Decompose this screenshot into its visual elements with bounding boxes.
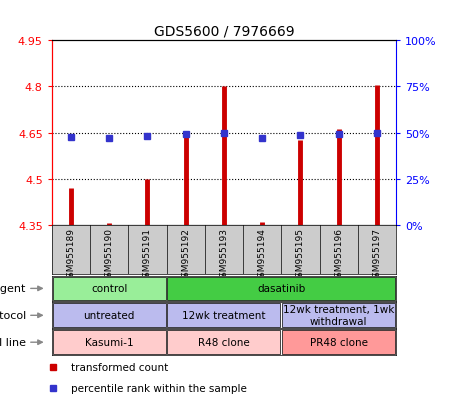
Text: untreated: untreated: [83, 311, 135, 320]
Text: protocol: protocol: [0, 311, 26, 320]
Text: GSM955190: GSM955190: [104, 228, 113, 282]
Text: GSM955192: GSM955192: [181, 228, 190, 282]
Text: GSM955196: GSM955196: [334, 228, 343, 282]
Text: GSM955193: GSM955193: [220, 228, 228, 282]
Text: agent: agent: [0, 284, 26, 294]
Text: Kasumi-1: Kasumi-1: [85, 337, 134, 347]
Text: transformed count: transformed count: [71, 363, 168, 373]
Text: GSM955191: GSM955191: [143, 228, 152, 282]
Text: GSM955195: GSM955195: [296, 228, 305, 282]
Bar: [53, 330, 166, 354]
Text: GSM955189: GSM955189: [67, 228, 76, 282]
Bar: [53, 304, 166, 328]
Bar: [282, 330, 395, 354]
Text: GSM955194: GSM955194: [257, 228, 266, 282]
Bar: [282, 304, 395, 328]
Text: percentile rank within the sample: percentile rank within the sample: [71, 383, 247, 393]
Bar: [167, 277, 395, 301]
Text: control: control: [91, 284, 127, 294]
Text: GSM955197: GSM955197: [373, 228, 382, 282]
Bar: [167, 304, 280, 328]
Text: cell line: cell line: [0, 337, 26, 347]
Text: 12wk treatment: 12wk treatment: [182, 311, 266, 320]
Bar: [53, 277, 166, 301]
Text: PR48 clone: PR48 clone: [310, 337, 368, 347]
Text: dasatinib: dasatinib: [257, 284, 306, 294]
Title: GDS5600 / 7976669: GDS5600 / 7976669: [153, 25, 294, 39]
Text: 12wk treatment, 1wk
withdrawal: 12wk treatment, 1wk withdrawal: [283, 305, 394, 326]
Bar: [167, 330, 280, 354]
Text: R48 clone: R48 clone: [198, 337, 250, 347]
